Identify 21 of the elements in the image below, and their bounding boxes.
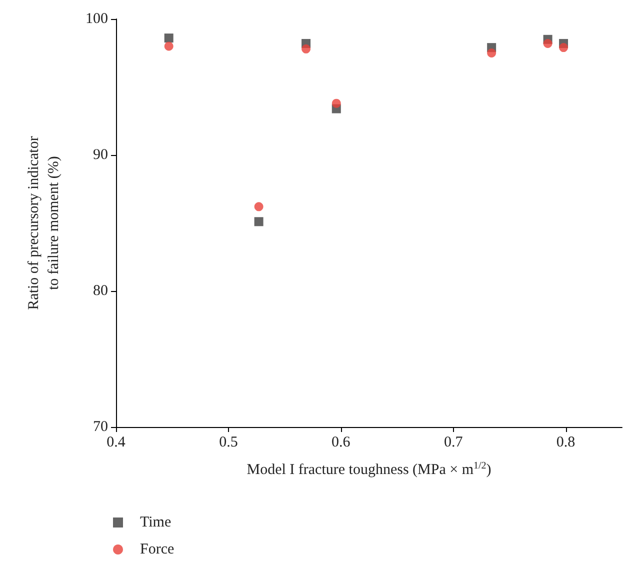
point — [559, 43, 568, 52]
point — [543, 38, 552, 48]
point — [254, 217, 264, 226]
x-tick-label: 0.5 — [219, 434, 238, 450]
point — [332, 98, 341, 108]
point — [487, 48, 496, 58]
y-axis-title: Ratio of precursory indicator to failure moment (%) — [26, 136, 62, 310]
point — [254, 202, 264, 212]
point — [164, 34, 174, 43]
y-tick-label: 80 — [93, 283, 108, 299]
x-tick-label: 0.4 — [106, 434, 126, 450]
point — [164, 42, 174, 51]
legend-label: Force — [140, 542, 174, 558]
y-tick-label: 90 — [93, 147, 108, 163]
y-tick-label: 70 — [93, 419, 108, 435]
x-tick-label: 0.8 — [556, 434, 576, 450]
point — [302, 44, 311, 54]
x-tick-label: 0.6 — [332, 434, 351, 450]
y-tick-label: 100 — [86, 11, 108, 27]
x-tick-label: 0.7 — [444, 434, 464, 450]
legend-label: Time — [140, 514, 172, 530]
